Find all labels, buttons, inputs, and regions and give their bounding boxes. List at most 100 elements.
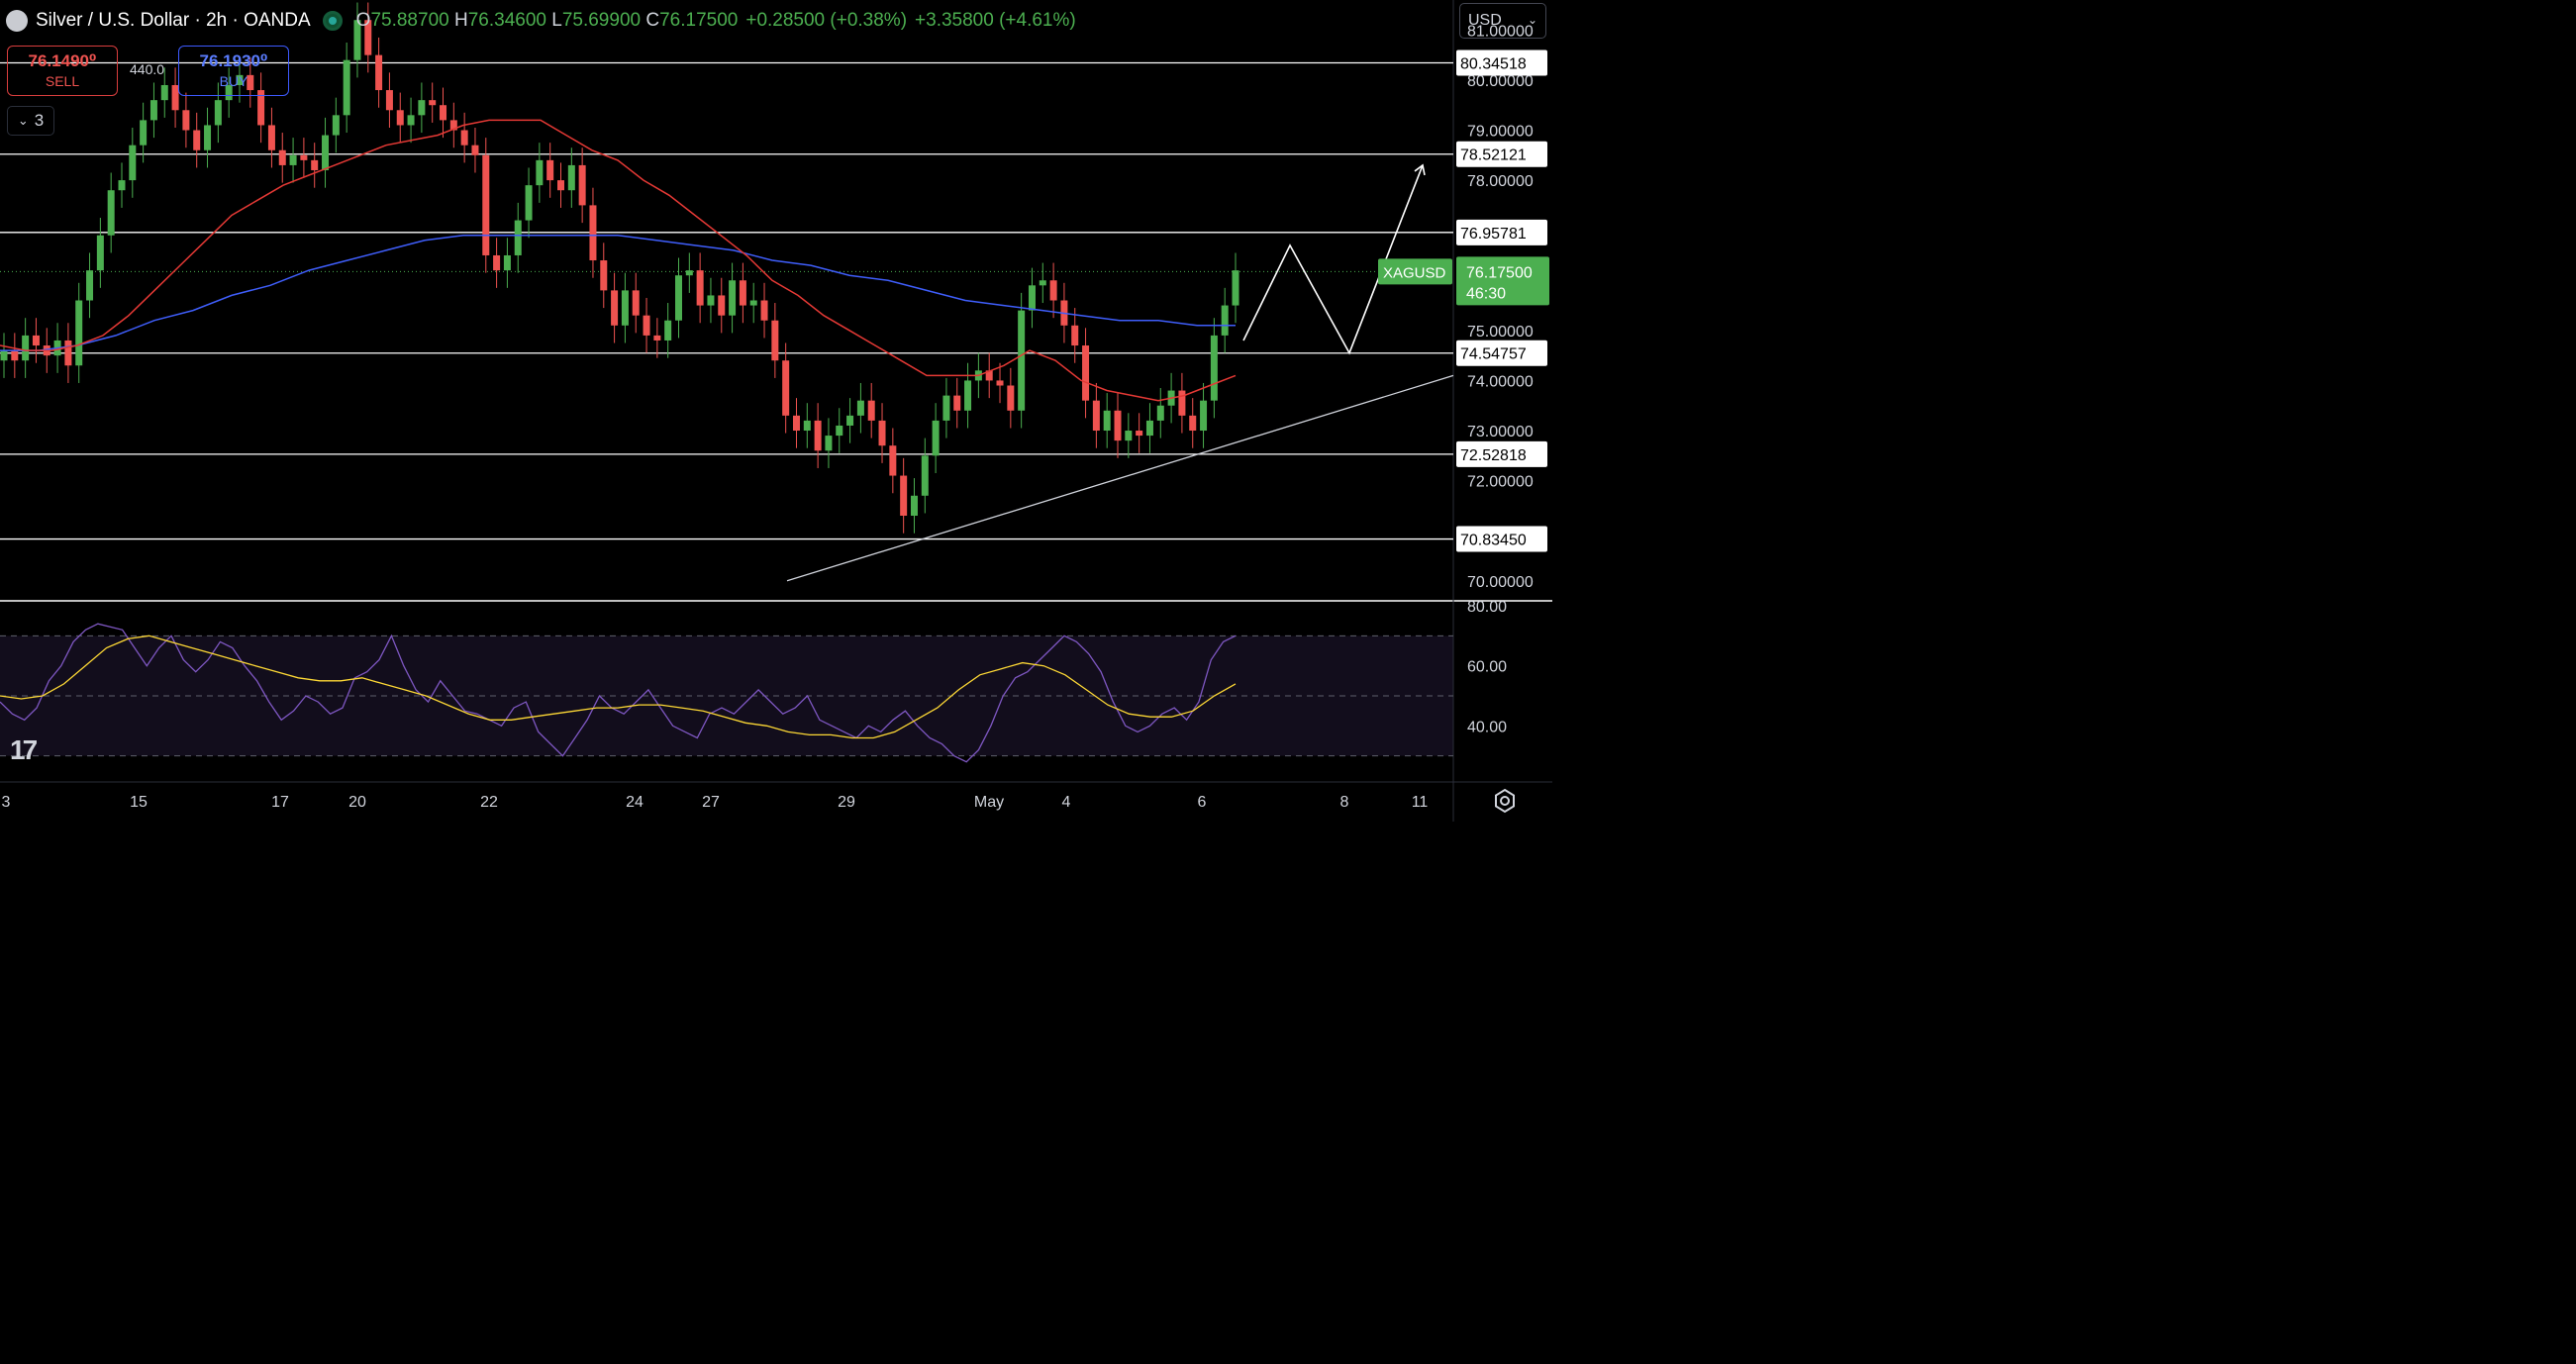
- candle-body: [193, 130, 201, 150]
- silver-coin-icon: [6, 10, 28, 32]
- candle-body: [1103, 410, 1111, 432]
- candle-body: [600, 260, 608, 291]
- currency-value: USD: [1468, 12, 1502, 29]
- rsi-line: [0, 623, 1237, 763]
- candle-body: [964, 380, 972, 411]
- candle-body: [536, 159, 544, 186]
- sell-button[interactable]: 76.1490⁰ SELL: [7, 46, 118, 96]
- projection-arrowhead: [1414, 163, 1426, 176]
- candle-body: [364, 20, 372, 55]
- indicators-collapse-button[interactable]: ⌄ 3: [7, 106, 54, 136]
- candle-body: [353, 20, 361, 60]
- candle-body: [867, 400, 875, 421]
- candle-body: [247, 74, 254, 91]
- candle-body: [236, 74, 244, 85]
- price-axis-tick: 81.00000: [1467, 23, 1534, 40]
- candle-body: [1125, 431, 1133, 441]
- candle-body: [107, 190, 115, 236]
- level-price-label-bg: [1456, 219, 1547, 245]
- candle-body: [300, 154, 308, 160]
- ma-slow-line: [0, 234, 1236, 351]
- price-axis-tick: 70.00000: [1467, 574, 1534, 591]
- candle-body: [525, 185, 533, 221]
- price-change: +0.28500 (+0.38%): [745, 10, 908, 31]
- price-axis-tick: 72.00000: [1467, 474, 1534, 491]
- candle-body: [1039, 280, 1046, 286]
- candle-body: [225, 84, 233, 101]
- candle-body: [32, 335, 40, 346]
- candle-body: [332, 115, 340, 136]
- candle-body: [118, 180, 126, 191]
- candle-body: [782, 360, 790, 416]
- candle-body: [214, 100, 222, 126]
- tradingview-logo-icon: 17: [10, 734, 38, 765]
- time-axis-tick: 15: [130, 794, 148, 811]
- candle-body: [1156, 405, 1164, 421]
- candle-body: [396, 110, 404, 126]
- time-axis-tick: May: [974, 794, 1004, 811]
- candle-body: [1071, 325, 1079, 346]
- chevron-down-icon: ⌄: [1527, 13, 1537, 27]
- candle-body: [493, 254, 501, 271]
- level-price-label: 76.95781: [1460, 226, 1527, 243]
- symbol-title[interactable]: Silver / U.S. Dollar · 2h · OANDA: [36, 10, 311, 31]
- candle-body: [1221, 305, 1229, 336]
- ma-fast-line: [0, 119, 1237, 402]
- chart-header: Silver / U.S. Dollar · 2h · OANDA O75.88…: [6, 8, 1076, 34]
- buy-button[interactable]: 76.1930⁰ BUY: [178, 46, 289, 96]
- candle-body: [814, 420, 822, 451]
- candle-body: [771, 320, 779, 361]
- candle-body: [760, 300, 768, 321]
- symbol-tag: XAGUSD: [1383, 264, 1446, 281]
- candle-body: [1049, 280, 1057, 301]
- level-price-label: 74.54757: [1460, 346, 1527, 363]
- candle-body: [856, 400, 864, 416]
- candle-body: [278, 149, 286, 165]
- level-price-label: 80.34518: [1460, 55, 1527, 72]
- candle-body: [1136, 431, 1143, 437]
- level-price-label: 72.52818: [1460, 447, 1527, 464]
- candle-body: [471, 145, 479, 155]
- candle-body: [1092, 400, 1100, 432]
- price-axis-tick: 79.00000: [1467, 124, 1534, 141]
- candle-body: [267, 125, 275, 150]
- candle-body: [514, 220, 522, 255]
- currency-select[interactable]: USD ⌄: [1459, 3, 1546, 39]
- time-axis-tick: 6: [1198, 794, 1207, 811]
- candle-body: [460, 130, 468, 146]
- market-open-icon: [322, 11, 343, 31]
- candle-body: [86, 270, 94, 301]
- candle-body: [440, 105, 447, 121]
- candle-body: [729, 280, 737, 316]
- candle-body: [621, 290, 629, 326]
- candle-body: [449, 120, 457, 131]
- candle-body: [996, 380, 1004, 386]
- candle-body: [557, 180, 565, 191]
- time-axis-tick: 11: [1412, 794, 1429, 811]
- candle-body: [149, 100, 157, 121]
- candle-body: [64, 340, 72, 366]
- candle-body: [985, 370, 993, 381]
- candle-body: [1018, 310, 1026, 411]
- rsi-ma-line: [0, 634, 1237, 739]
- price-chart[interactable]: 80.34518 78.52121 76.95781 74.54757 72.52818…: [0, 0, 1552, 822]
- time-axis-tick: 22: [480, 794, 498, 811]
- candle-body: [889, 445, 897, 476]
- candle-body: [1114, 410, 1122, 441]
- candle-body: [685, 270, 693, 276]
- level-price-label-bg: [1456, 526, 1547, 552]
- candle-body: [22, 335, 30, 361]
- candle-body: [418, 100, 426, 116]
- candle-body: [674, 275, 682, 321]
- candle-body: [1082, 345, 1090, 401]
- candle-body: [1145, 420, 1153, 437]
- candle-body: [932, 420, 940, 456]
- level-price-label-bg: [1456, 49, 1547, 76]
- rsi-axis-tick: 40.00: [1467, 719, 1507, 735]
- sell-price: 76.1490⁰: [28, 51, 97, 70]
- candle-body: [792, 415, 800, 432]
- candle-body: [546, 159, 554, 181]
- settings-gear-icon[interactable]: [1491, 787, 1519, 815]
- candle-body: [375, 54, 383, 91]
- candle-body: [75, 300, 83, 366]
